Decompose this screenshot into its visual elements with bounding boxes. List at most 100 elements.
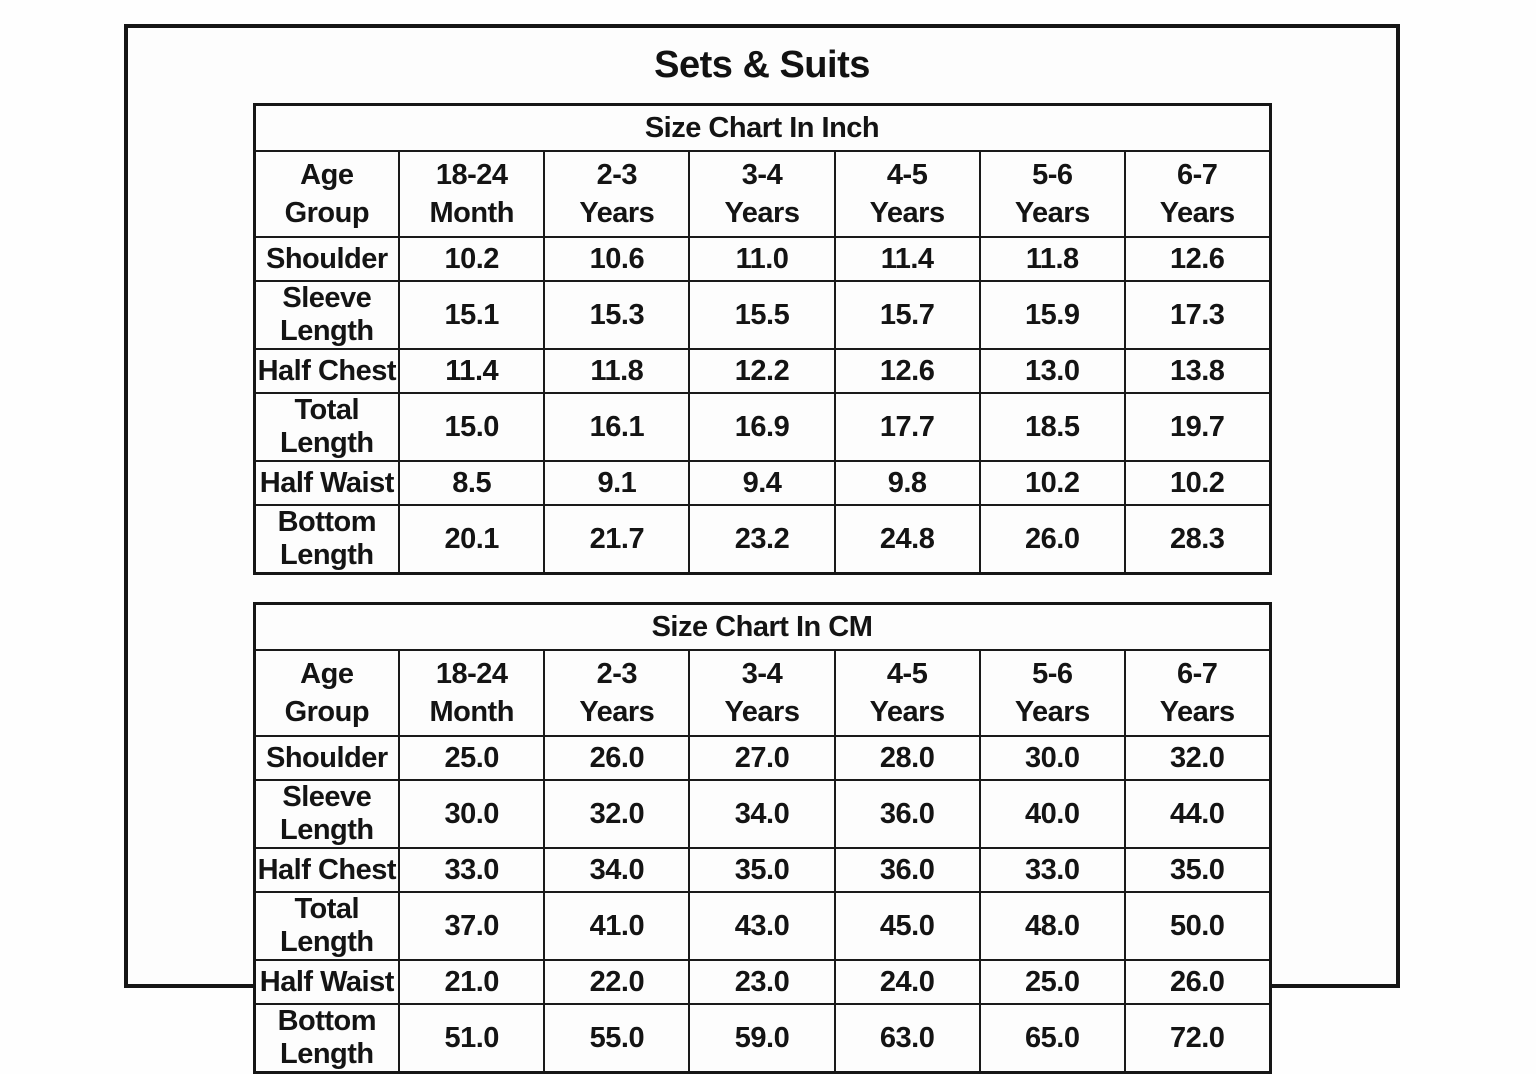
value-cell: 10.2 [398, 236, 546, 282]
size-chart-card: Sets & Suits Size Chart In Inch Age Grou… [124, 24, 1400, 1074]
table-row: Half Chest 11.4 11.8 12.2 12.6 13.0 13.8 [252, 348, 1272, 394]
page-title: Sets & Suits [654, 44, 870, 86]
value-cell: 26.0 [543, 735, 691, 781]
column-header-line2: Years [869, 696, 945, 728]
size-chart-cm-table: Size Chart In CM Age Group 18-24 Month 2-3 Y… [252, 602, 1272, 1074]
value-cell: 21.0 [398, 959, 546, 1005]
value-cell: 30.0 [978, 735, 1126, 781]
value-cell: 40.0 [978, 779, 1126, 849]
row-label: Shoulder [252, 236, 401, 282]
value-cell: 11.4 [833, 236, 981, 282]
row-label: Bottom Length [252, 1003, 401, 1074]
column-header: 18-24 Month [398, 649, 546, 737]
value-cell: 15.1 [398, 280, 546, 350]
column-header: 4-5 Years [833, 649, 981, 737]
value-cell: 22.0 [543, 959, 691, 1005]
value-cell: 25.0 [978, 959, 1126, 1005]
column-header-line1: 4-5 [886, 657, 928, 690]
value-cell: 26.0 [1123, 959, 1272, 1005]
column-header: 3-4 Years [688, 150, 836, 238]
value-cell: 12.6 [833, 348, 981, 394]
row-label: Half Waist [252, 959, 401, 1005]
value-cell: 15.5 [688, 280, 836, 350]
value-cell: 25.0 [398, 735, 546, 781]
value-cell: 43.0 [688, 891, 836, 961]
column-header-line2: Years [1014, 197, 1090, 229]
value-cell: 15.3 [543, 280, 691, 350]
table-row: Shoulder 25.0 26.0 27.0 28.0 30.0 32.0 [252, 735, 1272, 781]
column-header: 5-6 Years [978, 150, 1126, 238]
value-cell: 32.0 [543, 779, 691, 849]
table-title-row: Size Chart In Inch [253, 103, 1271, 152]
table-row: Bottom Length 20.1 21.7 23.2 24.8 26.0 28.3 [252, 504, 1272, 575]
row-label: Half Chest [252, 348, 401, 394]
value-cell: 15.7 [833, 280, 981, 350]
column-header-line2: Years [1159, 696, 1235, 728]
row-label: Total Length [252, 392, 401, 462]
table-title: Size Chart In Inch [253, 103, 1271, 152]
row-label: Bottom Length [252, 504, 401, 575]
column-header-line1: 18-24 [435, 158, 508, 191]
column-header: 6-7 Years [1123, 649, 1272, 737]
value-cell: 11.0 [688, 236, 836, 282]
column-header: 18-24 Month [398, 150, 546, 238]
value-cell: 28.3 [1123, 504, 1272, 575]
column-header: 3-4 Years [688, 649, 836, 737]
value-cell: 15.0 [398, 392, 546, 462]
value-cell: 9.8 [833, 460, 981, 506]
value-cell: 72.0 [1123, 1003, 1272, 1074]
column-header-line1: 3-4 [741, 158, 783, 191]
column-header-line2: Month [429, 197, 514, 229]
value-cell: 50.0 [1123, 891, 1272, 961]
value-cell: 23.0 [688, 959, 836, 1005]
column-header-line1: 5-6 [1032, 657, 1073, 690]
value-cell: 17.3 [1123, 280, 1272, 350]
column-header: 5-6 Years [978, 649, 1126, 737]
column-header-line1: 5-6 [1032, 158, 1073, 191]
column-header-line2: Years [579, 197, 655, 229]
value-cell: 35.0 [1123, 847, 1272, 893]
column-header: 6-7 Years [1123, 150, 1272, 238]
value-cell: 11.4 [398, 348, 546, 394]
size-chart-inch-table: Size Chart In Inch Age Group 18-24 Month 2-… [252, 103, 1272, 575]
row-label: Half Chest [252, 847, 401, 893]
column-header-line2: Month [429, 696, 514, 728]
column-header: 4-5 Years [833, 150, 981, 238]
column-header-line2: Years [724, 197, 800, 229]
value-cell: 35.0 [688, 847, 836, 893]
row-label: Total Length [252, 891, 401, 961]
row-label: Sleeve Length [252, 280, 401, 350]
value-cell: 28.0 [833, 735, 981, 781]
row-label: Shoulder [252, 735, 401, 781]
value-cell: 36.0 [833, 779, 981, 849]
table-body: Shoulder 10.2 10.6 11.0 11.4 11.8 12.6 Sleeve L… [252, 236, 1272, 575]
table-body: Shoulder 25.0 26.0 27.0 28.0 30.0 32.0 Sleeve L… [252, 735, 1272, 1074]
header-row: Age Group 18-24 Month 2-3 Years 3-4 Years 4-5 Ye… [252, 649, 1272, 737]
table-row: Total Length 15.0 16.1 16.9 17.7 18.5 19.7 [252, 392, 1272, 462]
value-cell: 65.0 [978, 1003, 1126, 1074]
table-row: Half Waist 21.0 22.0 23.0 24.0 25.0 26.0 [252, 959, 1272, 1005]
value-cell: 37.0 [398, 891, 546, 961]
value-cell: 32.0 [1123, 735, 1272, 781]
value-cell: 9.4 [688, 460, 836, 506]
value-cell: 20.1 [398, 504, 546, 575]
column-header-line1: 2-3 [596, 158, 638, 191]
value-cell: 19.7 [1123, 392, 1272, 462]
value-cell: 26.0 [978, 504, 1126, 575]
value-cell: 30.0 [398, 779, 546, 849]
value-cell: 59.0 [688, 1003, 836, 1074]
row-label: Sleeve Length [252, 779, 401, 849]
value-cell: 24.0 [833, 959, 981, 1005]
value-cell: 55.0 [543, 1003, 691, 1074]
table-row: Bottom Length 51.0 55.0 59.0 63.0 65.0 72.0 [252, 1003, 1272, 1074]
corner-header-age-group: Age Group [252, 150, 401, 238]
value-cell: 16.1 [543, 392, 691, 462]
value-cell: 8.5 [398, 460, 546, 506]
row-label: Half Waist [252, 460, 401, 506]
column-header: 2-3 Years [543, 150, 691, 238]
column-header-line1: 6-7 [1176, 657, 1218, 690]
value-cell: 13.0 [978, 348, 1126, 394]
value-cell: 10.2 [1123, 460, 1272, 506]
value-cell: 34.0 [543, 847, 691, 893]
value-cell: 12.6 [1123, 236, 1272, 282]
